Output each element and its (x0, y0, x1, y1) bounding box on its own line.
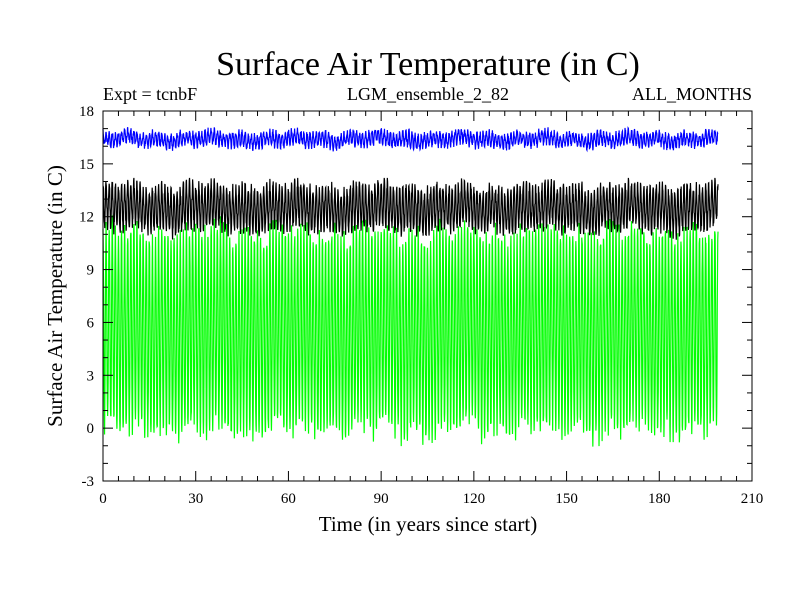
y-tick-label: 0 (87, 421, 95, 437)
x-tick-label: 60 (281, 491, 296, 507)
plot-frame (102, 110, 753, 482)
series-black-line (102, 177, 719, 240)
chart-subtitle-right: ALL_MONTHS (632, 84, 752, 104)
y-tick-label: 3 (87, 368, 95, 384)
x-tick-label: 30 (188, 491, 203, 507)
y-tick-label: 15 (79, 157, 94, 173)
x-tick-label: 0 (99, 491, 107, 507)
y-tick-label: -3 (82, 474, 95, 490)
y-axis-label: Surface Air Temperature (in C) (43, 165, 67, 427)
chart-title: Surface Air Temperature (in C) (216, 46, 640, 83)
x-axis-label: Time (in years since start) (319, 512, 538, 536)
x-tick-label: 180 (648, 491, 671, 507)
x-tick-label: 210 (741, 491, 764, 507)
series-layer (102, 126, 719, 447)
y-tick-label: 12 (79, 210, 94, 226)
x-tick-label: 90 (374, 491, 389, 507)
chart-subtitle-left: Expt = tcnbF (103, 84, 197, 104)
series-blue-line (102, 126, 719, 153)
y-tick-label: 9 (87, 263, 95, 279)
x-tick-label: 150 (555, 491, 578, 507)
y-tick-label: 6 (87, 315, 95, 331)
y-tick-label: 18 (79, 104, 94, 120)
chart-subtitle-center: LGM_ensemble_2_82 (347, 84, 509, 104)
x-tick-label: 120 (463, 491, 486, 507)
series-green-line (102, 215, 719, 447)
